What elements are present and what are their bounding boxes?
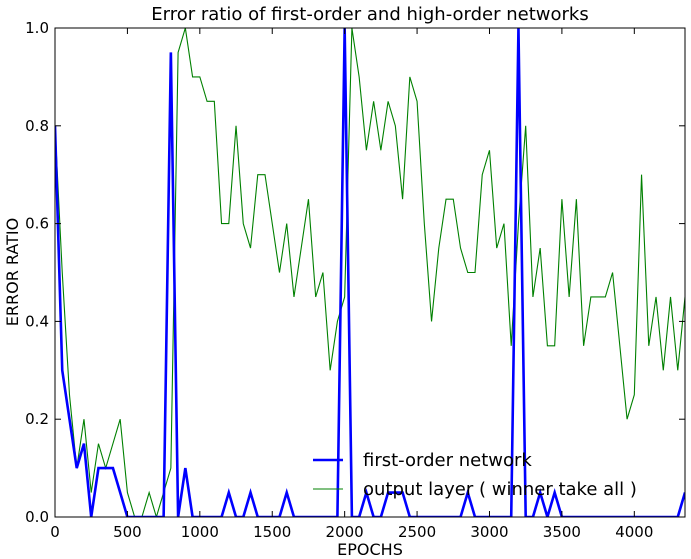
y-tick-label: 0.6: [25, 215, 49, 233]
plot-area: [55, 28, 685, 517]
x-tick-label: 500: [113, 523, 142, 541]
x-tick-label: 2000: [326, 523, 364, 541]
y-tick-label: 0.8: [25, 117, 49, 135]
axis-ticks: 0 500 1000 1500 2000 2500 3000 3500 4000 0.0 0.2 0.…: [25, 19, 685, 541]
x-tick-label: 3500: [543, 523, 581, 541]
y-axis-label: ERROR RATIO: [3, 218, 22, 326]
x-tick-label: 3000: [470, 523, 508, 541]
x-tick-label: 1000: [181, 523, 219, 541]
y-tick-label: 0.0: [25, 508, 49, 526]
series-line-1: [55, 28, 685, 517]
y-tick-label: 0.4: [25, 312, 49, 330]
legend: first-order network output layer ( winner…: [313, 450, 637, 500]
x-tick-label: 0: [50, 523, 60, 541]
plot-frame: [54, 27, 686, 518]
y-tick-label: 1.0: [25, 19, 49, 37]
legend-label-1: output layer ( winner take all ): [363, 479, 637, 500]
chart-title: Error ratio of first-order and high-orde…: [151, 4, 588, 25]
x-tick-label: 4000: [615, 523, 653, 541]
x-axis-label: EPOCHS: [337, 540, 403, 559]
series-line-0: [55, 28, 685, 517]
legend-label-0: first-order network: [363, 450, 532, 471]
x-tick-label: 2500: [398, 523, 436, 541]
x-tick-label: 1500: [253, 523, 291, 541]
y-tick-label: 0.2: [25, 410, 49, 428]
